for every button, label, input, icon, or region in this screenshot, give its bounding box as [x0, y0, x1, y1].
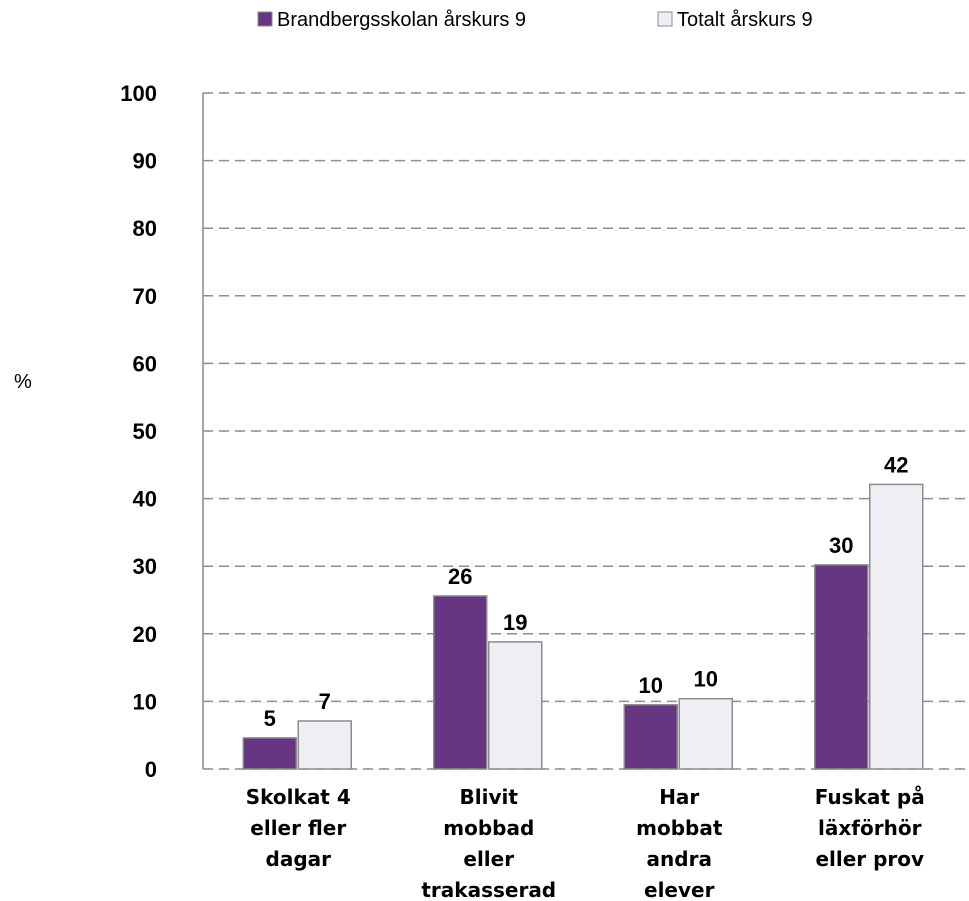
- data-label: 30: [829, 533, 853, 558]
- legend-label: Totalt årskurs 9: [677, 9, 813, 31]
- bar: [814, 564, 869, 770]
- bar: [678, 697, 733, 770]
- x-tick-label-line: Blivit: [460, 785, 519, 809]
- data-label: 7: [319, 689, 331, 714]
- y-tick-label: 50: [133, 419, 157, 444]
- y-tick-label: 70: [133, 284, 157, 309]
- x-tick-label: Fuskat på läxförhör eller prov: [815, 785, 925, 871]
- data-label: 10: [639, 673, 663, 698]
- x-tick-label-line: trakasserad: [421, 878, 556, 901]
- y-tick-label: 30: [133, 554, 157, 579]
- data-label: 42: [884, 452, 908, 477]
- x-tick-label-line: eller prov: [815, 847, 924, 871]
- x-tick-label-line: mobbad: [443, 816, 534, 840]
- y-tick-label: 20: [133, 622, 157, 647]
- y-axis-label: %: [14, 371, 32, 393]
- y-tick-label: 80: [133, 216, 157, 241]
- bar: [433, 595, 488, 770]
- legend-swatch: [257, 11, 273, 27]
- y-tick-label: 100: [120, 81, 157, 106]
- x-tick-label-line: eller: [463, 847, 514, 871]
- y-axis: 0 10 20 30 40 50 60 70 80 90 100: [120, 81, 204, 782]
- data-label: 10: [694, 667, 718, 692]
- x-tick-label-line: Har: [659, 785, 699, 809]
- y-tick-label: 40: [133, 487, 157, 512]
- y-tick-label: 0: [145, 757, 157, 782]
- legend-swatch: [657, 11, 673, 27]
- x-axis: Skolkat 4 eller fler dagar Blivit mobbad elle…: [246, 785, 925, 901]
- data-labels: 5 7 26 19 10 10 30 42: [264, 452, 909, 731]
- legend-label: Brandbergsskolan årskurs 9: [277, 9, 526, 31]
- y-tick-label: 60: [133, 351, 157, 376]
- data-label: 26: [448, 564, 472, 589]
- legend: Brandbergsskolan årskurs 9 Totalt årskurs…: [257, 9, 813, 31]
- bar: [488, 641, 543, 770]
- x-tick-label-line: Skolkat 4: [246, 785, 351, 809]
- x-tick-label-line: dagar: [266, 847, 332, 871]
- x-tick-label-line: eller fler: [250, 816, 346, 840]
- bars: [242, 483, 924, 770]
- x-tick-label-line: mobbat: [636, 816, 723, 840]
- y-tick-label: 10: [133, 689, 157, 714]
- x-tick-label: Blivit mobbad eller trakasserad: [421, 785, 556, 901]
- y-tick-label: 90: [133, 149, 157, 174]
- x-tick-label-line: andra: [647, 847, 712, 871]
- data-label: 19: [503, 610, 527, 635]
- x-tick-label: Skolkat 4 eller fler dagar: [246, 785, 351, 871]
- bar: [297, 720, 352, 770]
- bar: [242, 737, 297, 770]
- x-tick-label-line: läxförhör: [818, 816, 922, 840]
- bar: [869, 483, 924, 770]
- x-tick-label: Har mobbat andra elever: [636, 785, 723, 901]
- data-label: 5: [264, 706, 276, 731]
- x-tick-label-line: Fuskat på: [815, 785, 925, 809]
- x-tick-label-line: elever: [644, 878, 715, 901]
- bar: [623, 704, 678, 770]
